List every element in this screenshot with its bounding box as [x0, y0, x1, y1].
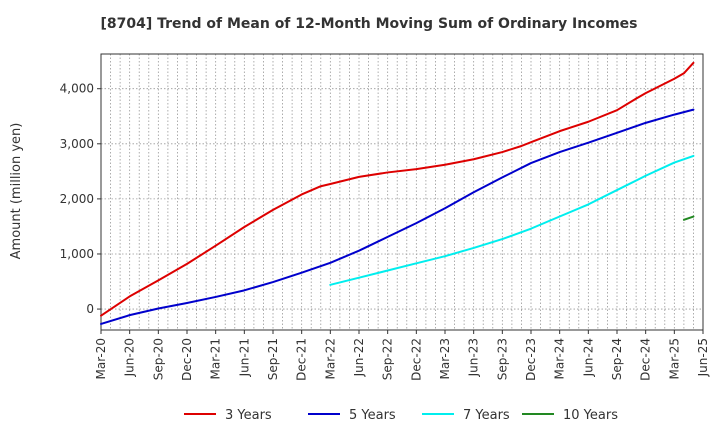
x-tick-label: Mar-20 — [94, 338, 108, 379]
x-tick-label: Sep-20 — [151, 338, 165, 380]
x-tick-label: Dec-24 — [639, 338, 653, 381]
x-tick-label: Sep-23 — [495, 338, 509, 380]
x-tick-label: Mar-21 — [209, 338, 223, 379]
legend-label: 3 Years — [225, 408, 272, 423]
y-tick-label: 3,000 — [60, 137, 94, 151]
y-tick-label: 2,000 — [60, 192, 94, 206]
series-lines — [100, 61, 695, 325]
x-tick-label: Jun-25 — [696, 338, 710, 377]
x-tick-label: Dec-22 — [409, 338, 423, 381]
x-tick-label: Jun-24 — [581, 338, 595, 377]
series-line-10-years — [682, 215, 695, 221]
legend-label: 7 Years — [463, 408, 510, 423]
series-line-5-years — [100, 108, 695, 325]
x-tick-label: Mar-22 — [323, 338, 337, 379]
x-tick-label: Sep-24 — [610, 338, 624, 380]
plot-area — [100, 53, 704, 331]
x-tick-label: Jun-21 — [237, 338, 251, 377]
y-tick-label: 4,000 — [60, 82, 94, 96]
grid — [101, 54, 703, 330]
y-axis-label: Amount (million yen) — [9, 123, 24, 260]
y-tick-label: 0 — [86, 302, 94, 316]
x-tick-label: Dec-21 — [295, 338, 309, 381]
legend: 3 Years 5 Years 7 Years 10 Years — [184, 408, 618, 423]
x-tick-label: Sep-22 — [381, 338, 395, 380]
y-tick-label: 1,000 — [60, 247, 94, 261]
legend-label: 10 Years — [563, 408, 618, 423]
y-axis-ticks: 0 1,000 2,000 3,000 4,000 — [60, 82, 101, 316]
series-line-3-years — [100, 61, 695, 317]
x-tick-label: Mar-23 — [438, 338, 452, 379]
chart-title: [8704] Trend of Mean of 12-Month Moving … — [100, 16, 637, 32]
x-axis-ticks: Mar-20 Jun-20 Sep-20 Dec-20 Mar-21 Jun-21 Sep-… — [94, 330, 710, 381]
x-tick-label: Jun-22 — [352, 338, 366, 377]
legend-label: 5 Years — [349, 408, 396, 423]
x-tick-label: Dec-23 — [524, 338, 538, 381]
x-tick-label: Dec-20 — [180, 338, 194, 381]
x-tick-label: Mar-25 — [667, 338, 681, 379]
x-tick-label: Jun-20 — [123, 338, 137, 377]
x-tick-label: Sep-21 — [266, 338, 280, 380]
x-tick-label: Mar-24 — [553, 338, 567, 379]
x-tick-label: Jun-23 — [467, 338, 481, 377]
series-line-7-years — [329, 154, 695, 286]
